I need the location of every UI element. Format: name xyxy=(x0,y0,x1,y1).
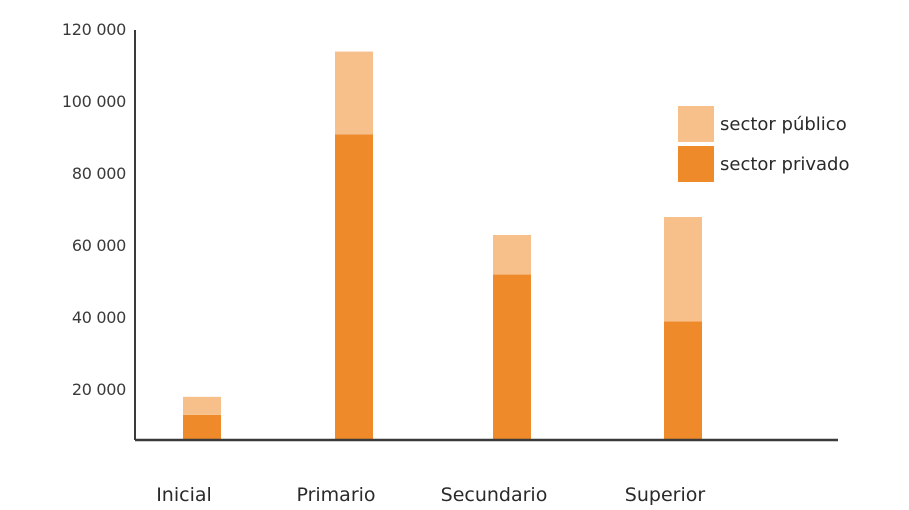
y-tick-label: 20 000 xyxy=(72,380,126,399)
x-category-label: Inicial xyxy=(156,484,212,506)
bar-segment-publico xyxy=(664,217,702,322)
legend-swatch xyxy=(678,106,714,142)
bar-segment-privado xyxy=(664,321,702,440)
legend: sector público sector privado xyxy=(678,106,850,182)
bars xyxy=(183,51,702,440)
bar-segment-privado xyxy=(183,414,221,440)
y-tick-label: 40 000 xyxy=(72,308,126,327)
x-category-label: Superior xyxy=(625,484,706,506)
x-category-label: Secundario xyxy=(441,484,548,506)
bar-segment-publico xyxy=(183,396,221,415)
y-axis-ticks: 20 000 40 000 60 000 80 000 100 000 120 000 xyxy=(62,20,126,399)
x-category-label: Primario xyxy=(296,484,375,506)
y-tick-label: 60 000 xyxy=(72,236,126,255)
legend-label: sector privado xyxy=(720,154,850,175)
y-tick-label: 80 000 xyxy=(72,164,126,183)
y-tick-label: 100 000 xyxy=(62,92,126,111)
bar-segment-publico xyxy=(335,51,373,135)
legend-label: sector público xyxy=(720,114,847,135)
x-axis-labels: Inicial Primario Secundario Superior xyxy=(156,484,705,506)
bar-segment-privado xyxy=(335,134,373,440)
y-tick-label: 120 000 xyxy=(62,20,126,39)
bar-segment-publico xyxy=(493,235,531,275)
bar-segment-privado xyxy=(493,274,531,440)
legend-swatch xyxy=(678,146,714,182)
axes xyxy=(134,30,838,442)
